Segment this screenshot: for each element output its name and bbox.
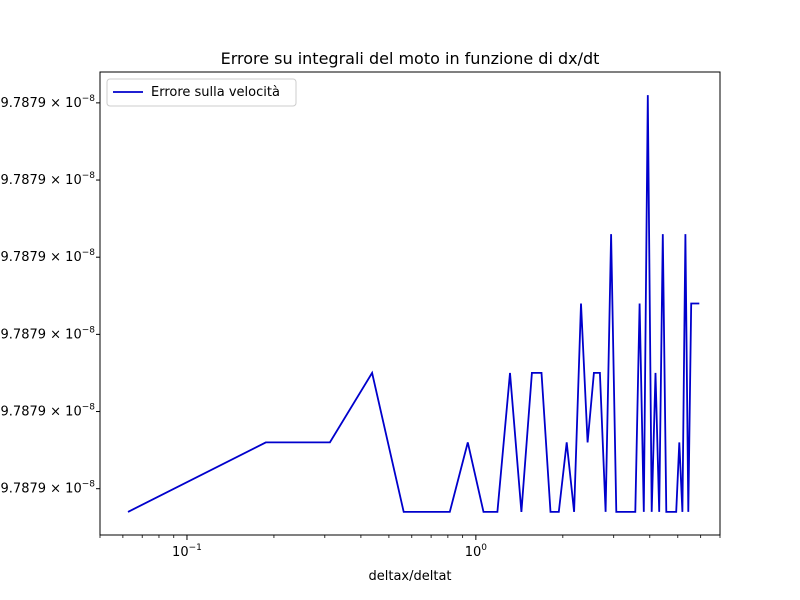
- legend: Errore sulla velocità: [106, 78, 297, 107]
- x-tick-label: 100: [465, 543, 488, 560]
- legend-box: [106, 78, 297, 107]
- y-tick-label: 9.7879 × 10−8: [1, 325, 96, 342]
- y-tick-label: 9.7879 × 10−8: [1, 480, 96, 497]
- x-axis-label: deltax/deltat: [368, 569, 451, 584]
- y-tick-label: 9.7879 × 10−8: [1, 248, 96, 265]
- x-axis: 10−1 100: [172, 535, 487, 560]
- y-tick-label: 9.7879 × 10−8: [1, 171, 96, 188]
- chart-title: Errore su integrali del moto in funzione…: [221, 49, 600, 68]
- x-minor-ticks: [99, 535, 721, 538]
- y-tick-label: 9.7879 × 10−8: [1, 403, 96, 420]
- plot-frame: [99, 71, 721, 536]
- y-axis: 9.7879 × 10−8 9.7879 × 10−8 9.7879 × 10−8 9…: [1, 94, 100, 497]
- x-tick-label: 10−1: [172, 543, 202, 560]
- y-tick-label: 9.7879 × 10−8: [1, 94, 96, 111]
- series-line-velocita: [127, 95, 700, 513]
- legend-label: Errore sulla velocità: [151, 85, 280, 100]
